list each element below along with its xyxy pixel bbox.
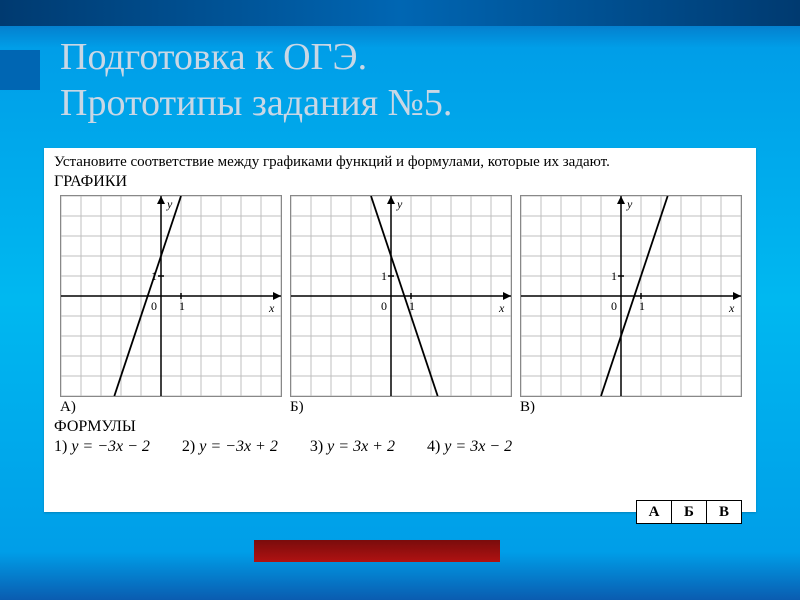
graph-label: Б) [290, 399, 512, 416]
svg-text:0: 0 [611, 299, 617, 313]
graphs-row: 0 1 1 x y А) 0 1 1 x y Б) 0 1 1 x y В) [60, 195, 746, 416]
content-box: Установите соответствие между графиками … [44, 148, 756, 512]
svg-text:0: 0 [151, 299, 157, 313]
svg-text:y: y [396, 197, 403, 211]
formula-equation: y = 3x + 2 [327, 438, 395, 455]
title-line-1: Подготовка к ОГЭ. [60, 36, 367, 78]
graph-panel: 0 1 1 x y В) [520, 195, 742, 416]
answer-header-cell: Б [672, 501, 707, 524]
formula-item: 4) y = 3x − 2 [427, 438, 512, 456]
graph-label: В) [520, 399, 742, 416]
formula-equation: y = −3x + 2 [199, 438, 278, 455]
graph-panel: 011xyА) [60, 195, 282, 416]
slide-title: Подготовка к ОГЭ. Прототипы задания №5. [60, 34, 452, 126]
answer-header-cell: А [637, 501, 672, 524]
red-bar-decoration [254, 540, 500, 562]
formula-item: 3) y = 3x + 2 [310, 438, 395, 456]
formula-item: 1) y = −3x − 2 [54, 438, 150, 456]
answer-table: АБВ [636, 500, 742, 524]
svg-text:1: 1 [639, 299, 645, 313]
answer-header-cell: В [707, 501, 742, 524]
formula-equation: y = −3x − 2 [71, 438, 150, 455]
graph-label: А) [60, 399, 282, 416]
side-square [0, 50, 40, 90]
slide: Подготовка к ОГЭ. Прототипы задания №5. … [0, 0, 800, 600]
formulas-header: ФОРМУЛЫ [54, 418, 746, 436]
task-instruction: Установите соответствие между графиками … [54, 154, 746, 171]
svg-text:x: x [728, 301, 735, 315]
formula-number: 1) [54, 438, 67, 455]
svg-text:y: y [166, 197, 173, 211]
graphs-header: ГРАФИКИ [54, 173, 746, 191]
title-line-2: Прототипы задания №5. [60, 82, 452, 124]
formula-number: 4) [427, 438, 440, 455]
top-band [0, 0, 800, 26]
svg-text:1: 1 [611, 269, 617, 283]
svg-text:x: x [498, 301, 505, 315]
svg-text:1: 1 [381, 269, 387, 283]
formula-equation: y = 3x − 2 [444, 438, 512, 455]
formula-number: 3) [310, 438, 323, 455]
formula-item: 2) y = −3x + 2 [182, 438, 278, 456]
formula-number: 2) [182, 438, 195, 455]
graph-panel: 011xyБ) [290, 195, 512, 416]
svg-text:y: y [626, 197, 633, 211]
svg-text:0: 0 [381, 299, 387, 313]
svg-text:x: x [268, 301, 275, 315]
svg-text:1: 1 [179, 299, 185, 313]
formulas-row: 1) y = −3x − 2 2) y = −3x + 2 3) y = 3x + … [54, 438, 746, 456]
